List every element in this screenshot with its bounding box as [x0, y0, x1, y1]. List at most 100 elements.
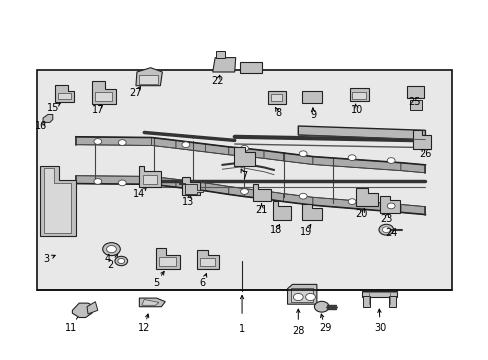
Polygon shape: [92, 81, 116, 104]
Circle shape: [347, 199, 355, 204]
Polygon shape: [349, 88, 368, 101]
Circle shape: [118, 258, 124, 264]
Text: 15: 15: [46, 103, 59, 113]
Circle shape: [347, 155, 355, 161]
Polygon shape: [228, 147, 244, 156]
Polygon shape: [176, 179, 205, 191]
Text: 23: 23: [379, 214, 392, 224]
Bar: [362, 296, 369, 307]
Polygon shape: [228, 186, 244, 197]
Polygon shape: [312, 157, 400, 171]
Circle shape: [314, 301, 328, 312]
Text: 9: 9: [309, 110, 315, 120]
Polygon shape: [409, 100, 421, 110]
Polygon shape: [136, 68, 162, 86]
Text: 17: 17: [91, 105, 104, 115]
Polygon shape: [205, 183, 228, 194]
Polygon shape: [298, 126, 425, 140]
Circle shape: [293, 293, 303, 301]
Text: 8: 8: [275, 108, 281, 118]
Text: 16: 16: [35, 121, 48, 131]
Text: 2: 2: [107, 260, 113, 270]
Text: 28: 28: [291, 326, 304, 336]
Polygon shape: [155, 248, 180, 269]
Text: 20: 20: [355, 209, 367, 219]
Bar: [199, 258, 215, 266]
Text: 24: 24: [384, 228, 397, 238]
Polygon shape: [283, 194, 312, 205]
Polygon shape: [244, 148, 264, 158]
Bar: [37, 70, 451, 290]
Circle shape: [305, 293, 315, 301]
Bar: [58, 93, 71, 99]
Circle shape: [386, 158, 394, 163]
Circle shape: [182, 184, 189, 189]
Text: 12: 12: [138, 323, 150, 333]
Polygon shape: [179, 183, 203, 194]
Bar: [271, 94, 282, 101]
Polygon shape: [72, 303, 95, 318]
Circle shape: [102, 243, 120, 256]
Text: 1: 1: [239, 324, 244, 334]
Text: 14: 14: [133, 189, 145, 199]
Text: 21: 21: [255, 204, 267, 215]
Bar: [361, 291, 396, 297]
Polygon shape: [312, 197, 400, 212]
Text: 6: 6: [200, 278, 205, 288]
Bar: [290, 288, 312, 302]
Polygon shape: [287, 284, 316, 304]
Polygon shape: [272, 201, 290, 220]
Polygon shape: [400, 163, 425, 173]
Polygon shape: [233, 147, 255, 166]
Text: 25: 25: [407, 96, 420, 107]
Circle shape: [382, 227, 389, 233]
Polygon shape: [239, 62, 261, 73]
Polygon shape: [55, 85, 74, 102]
Polygon shape: [216, 51, 224, 58]
Polygon shape: [302, 91, 321, 103]
Polygon shape: [151, 138, 176, 148]
Polygon shape: [400, 204, 425, 215]
Polygon shape: [205, 144, 228, 155]
Polygon shape: [43, 114, 53, 122]
Bar: [351, 92, 365, 99]
Polygon shape: [406, 86, 424, 98]
Polygon shape: [264, 191, 283, 202]
Circle shape: [94, 139, 102, 144]
Polygon shape: [139, 298, 165, 307]
Polygon shape: [182, 177, 199, 195]
Bar: [159, 257, 176, 266]
Bar: [142, 175, 157, 184]
Text: 11: 11: [64, 323, 77, 333]
Polygon shape: [380, 196, 399, 213]
Polygon shape: [40, 166, 76, 236]
Polygon shape: [267, 91, 285, 104]
Polygon shape: [176, 140, 205, 152]
Text: 7: 7: [241, 171, 247, 181]
Polygon shape: [355, 188, 377, 206]
Circle shape: [182, 142, 189, 148]
Polygon shape: [196, 250, 219, 269]
Bar: [139, 75, 158, 84]
Circle shape: [378, 224, 393, 235]
Polygon shape: [139, 166, 161, 187]
Circle shape: [386, 203, 394, 209]
Circle shape: [94, 179, 102, 184]
Polygon shape: [212, 58, 235, 72]
Polygon shape: [142, 300, 159, 305]
Text: 22: 22: [211, 76, 224, 86]
Text: 29: 29: [318, 323, 331, 333]
Text: 3: 3: [43, 254, 49, 264]
Polygon shape: [244, 189, 264, 199]
Polygon shape: [151, 176, 176, 187]
Bar: [95, 92, 112, 101]
Circle shape: [118, 180, 126, 186]
Polygon shape: [87, 302, 98, 314]
Polygon shape: [302, 204, 321, 220]
Text: 13: 13: [182, 197, 194, 207]
Text: 10: 10: [350, 105, 363, 115]
Text: 27: 27: [129, 88, 142, 98]
Circle shape: [240, 145, 248, 151]
Text: 5: 5: [153, 278, 159, 288]
Polygon shape: [283, 153, 312, 165]
